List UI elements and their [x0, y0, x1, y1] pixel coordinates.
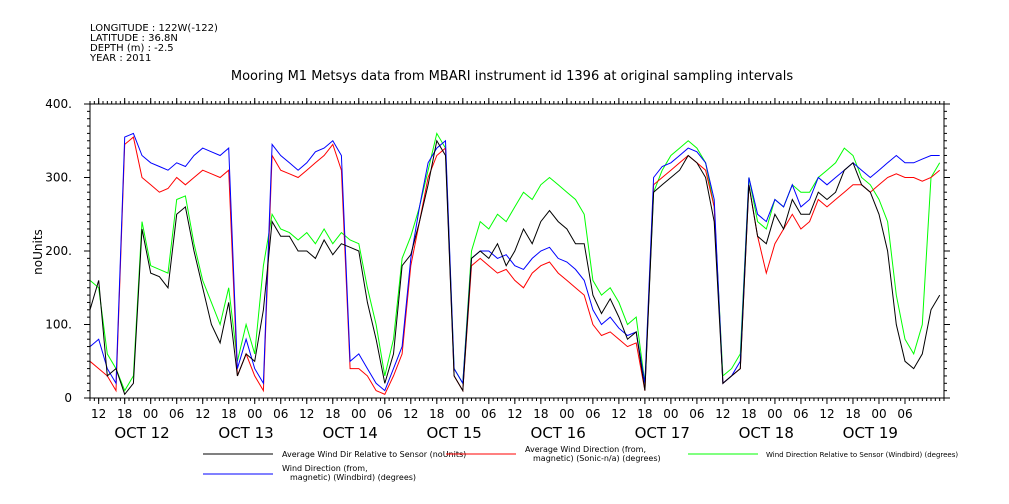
x-hour-label: 00 [767, 407, 782, 421]
x-hour-label: 00 [871, 407, 886, 421]
x-hour-label: 06 [169, 407, 184, 421]
x-hour-label: 06 [793, 407, 808, 421]
y-tick-label: 100. [45, 318, 72, 332]
x-hour-label: 18 [637, 407, 652, 421]
y-tick-label: 0 [64, 391, 72, 405]
x-hour-label: 00 [143, 407, 158, 421]
axis-layer: 0 100. 200. 300. 400. 12 18 00 06 12 18 00 06 12 18 00 0… [45, 97, 950, 442]
metadata-block: LONGITUDE : 122W(-122) LATITUDE : 36.8N … [89, 23, 218, 64]
x-day-label: OCT 13 [218, 424, 273, 442]
x-day-label: OCT 12 [114, 424, 169, 442]
longitude-text: LONGITUDE : 122W(-122) [90, 23, 218, 34]
series-line-4 [90, 132, 940, 392]
chart-title: Mooring M1 Metsys data from MBARI instru… [231, 69, 793, 84]
x-hour-label: 00 [247, 407, 262, 421]
legend-label-2: magnetic) (Sonic-n/a) (degrees) [533, 454, 661, 463]
x-hour-label: 18 [325, 407, 340, 421]
legend: Average Wind Dir Relative to Sensor (noU… [203, 445, 958, 482]
latitude-text: LATITUDE : 36.8N [90, 33, 178, 44]
x-hour-label: 12 [819, 407, 834, 421]
x-hour-label: 12 [611, 407, 626, 421]
y-tick-label: 200. [45, 244, 72, 258]
x-hour-label: 06 [377, 407, 392, 421]
series-layer [90, 132, 941, 396]
x-hour-label: 06 [585, 407, 600, 421]
x-hour-label: 18 [221, 407, 236, 421]
year-text: YEAR : 2011 [89, 53, 151, 64]
x-day-label: OCT 15 [426, 424, 481, 442]
x-hour-label: 06 [689, 407, 704, 421]
legend-label-4: Wind Direction (from, [282, 464, 368, 473]
plot-frame [89, 103, 945, 399]
x-hour-label: 00 [351, 407, 366, 421]
x-hour-label: 12 [195, 407, 210, 421]
x-hour-label: 06 [897, 407, 912, 421]
x-hour-label: 00 [559, 407, 574, 421]
x-day-label: OCT 19 [843, 424, 898, 442]
depth-text: DEPTH (m) : -2.5 [90, 43, 174, 54]
y-axis-label: noUnits [31, 229, 45, 275]
legend-label-1: Average Wind Dir Relative to Sensor (noU… [282, 450, 466, 459]
x-hour-label: 06 [273, 407, 288, 421]
x-hour-label: 00 [455, 407, 470, 421]
legend-label-2: Average Wind Direction (from, [525, 445, 646, 454]
x-day-label: OCT 16 [531, 424, 586, 442]
series-line-2 [90, 136, 941, 395]
x-hour-label: 18 [741, 407, 756, 421]
x-day-label: OCT 17 [635, 424, 690, 442]
x-day-label: OCT 18 [739, 424, 794, 442]
x-hour-label: 00 [663, 407, 678, 421]
series-line-1 [90, 139, 941, 396]
x-hour-label: 12 [299, 407, 314, 421]
y-tick-label: 300. [45, 171, 72, 185]
x-hour-label: 12 [507, 407, 522, 421]
x-hour-label: 18 [533, 407, 548, 421]
x-hour-label: 12 [715, 407, 730, 421]
legend-label-3: Wind Direction Relative to Sensor (Windb… [766, 451, 958, 459]
x-hour-label: 18 [845, 407, 860, 421]
series-line-3 [90, 132, 941, 392]
x-hour-label: 18 [429, 407, 444, 421]
y-tick-label: 400. [45, 97, 72, 111]
legend-label-4: magnetic) (Windbird) (degrees) [290, 473, 416, 482]
x-day-label: OCT 14 [322, 424, 377, 442]
x-hour-label: 18 [117, 407, 132, 421]
x-hour-label: 06 [481, 407, 496, 421]
x-hour-label: 12 [403, 407, 418, 421]
x-hour-label: 12 [91, 407, 106, 421]
